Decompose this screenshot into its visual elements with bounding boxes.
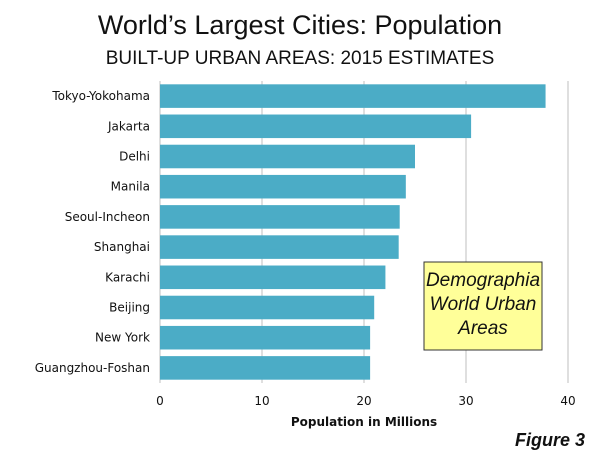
x-tick-label: 40 xyxy=(560,394,575,408)
category-label: New York xyxy=(95,331,150,345)
chart-title: World’s Largest Cities: Population xyxy=(98,10,502,40)
category-labels: Tokyo-Yokohama Jakarta Delhi Manila Seoul-In… xyxy=(35,89,150,375)
chart-subtitle: BUILT-UP URBAN AREAS: 2015 ESTIMATES xyxy=(106,48,495,69)
category-label: Manila xyxy=(111,180,150,194)
demographia-note: Demographia World Urban Areas xyxy=(423,261,543,351)
bar xyxy=(160,205,400,229)
bar xyxy=(160,265,386,290)
x-axis-title: Population in Millions xyxy=(291,415,437,429)
x-tick-labels: 0 10 20 30 40 xyxy=(156,394,575,408)
x-tick-label: 30 xyxy=(458,394,473,408)
category-label: Beijing xyxy=(109,301,150,315)
category-label: Shanghai xyxy=(94,240,150,254)
note-line: Demographia xyxy=(426,270,540,291)
x-tick-label: 0 xyxy=(156,394,164,408)
bar xyxy=(160,295,375,320)
bar xyxy=(160,356,371,380)
category-label: Seoul-Incheon xyxy=(65,210,150,224)
category-label: Guangzhou-Foshan xyxy=(35,361,150,375)
bars xyxy=(160,84,546,380)
bar xyxy=(160,325,371,350)
figure-label: Figure 3 xyxy=(515,430,585,450)
x-tick-label: 20 xyxy=(356,394,371,408)
category-label: Karachi xyxy=(105,270,150,284)
note-line: Areas xyxy=(457,318,508,339)
category-label: Jakarta xyxy=(107,119,150,133)
category-label: Tokyo-Yokohama xyxy=(51,89,150,103)
category-label: Delhi xyxy=(119,150,150,164)
note-box xyxy=(423,261,543,351)
x-tick-label: 10 xyxy=(254,394,269,408)
bar xyxy=(160,235,399,259)
bar xyxy=(160,144,415,169)
note-line: World Urban xyxy=(430,294,537,315)
bar xyxy=(160,84,546,108)
bar xyxy=(160,114,472,139)
bar xyxy=(160,174,406,199)
